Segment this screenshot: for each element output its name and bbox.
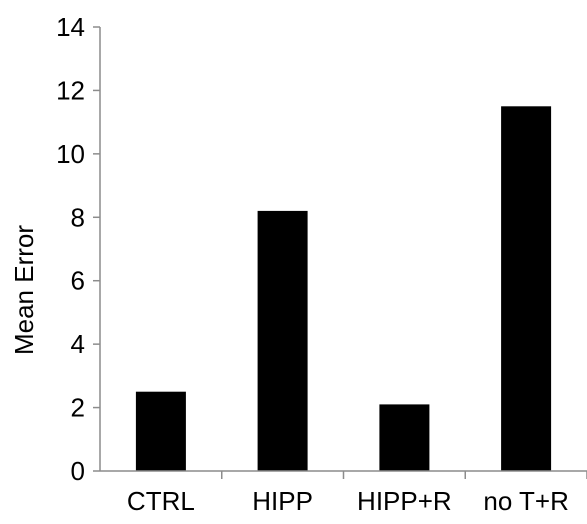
bar-no-t-r [501,106,552,472]
x-tick-label: CTRL [127,486,195,516]
y-axis-label: Mean Error [9,225,39,355]
y-tick-label: 8 [71,202,85,232]
bar-hipp [257,210,308,471]
x-tick-label: HIPP+R [357,486,452,516]
x-tick-label: HIPP [252,486,313,516]
x-tick-label: no T+R [483,486,569,516]
y-tick-label: 12 [56,75,85,105]
y-tick-label: 2 [71,393,85,423]
y-tick-label: 14 [56,12,85,42]
y-tick-label: 10 [56,139,85,169]
y-tick-label: 0 [71,456,85,486]
axes: 0 2 4 6 8 10 12 14 CTRL HIPP HIPP+R no T+R [56,12,587,516]
y-tick-label: 6 [71,266,85,296]
bar-ctrl [135,391,186,471]
plot-area [135,106,552,472]
y-tick-label: 4 [71,329,85,359]
bar-hipp-r [379,404,430,471]
